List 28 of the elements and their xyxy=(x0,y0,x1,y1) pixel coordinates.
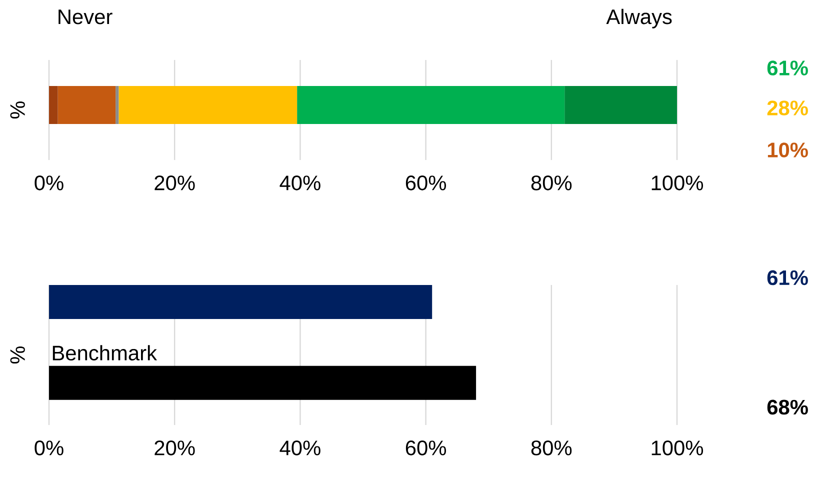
bar xyxy=(297,86,565,124)
text: Always xyxy=(606,8,672,28)
x-tick-label: 40% xyxy=(280,440,320,456)
data-label: 61% xyxy=(767,270,808,286)
x-tick-label: 0% xyxy=(34,176,64,190)
x-tick-label: 60% xyxy=(406,440,446,456)
x-tick-label: 20% xyxy=(154,440,195,456)
x-tick-label: 80% xyxy=(531,176,572,190)
bar xyxy=(564,86,678,124)
bar xyxy=(58,86,116,124)
x-tick-label: 0% xyxy=(34,440,64,456)
y-axis-title: % xyxy=(10,101,25,119)
bar xyxy=(116,86,119,124)
bar xyxy=(118,86,298,124)
text: 61% xyxy=(767,60,808,76)
data-label: 68% xyxy=(767,400,808,415)
x-tick-label: 60% xyxy=(406,176,446,190)
text: Never xyxy=(58,10,112,24)
y-axis-title: % xyxy=(10,346,25,364)
bar xyxy=(49,86,58,124)
text: 28% xyxy=(767,100,808,116)
x-tick-label: 100% xyxy=(652,440,704,456)
y-tick-label: Benchmark xyxy=(52,345,158,360)
x-tick-label: 40% xyxy=(280,176,320,190)
x-tick-label: 20% xyxy=(154,176,195,190)
x-tick-label: 100% xyxy=(652,176,704,190)
x-tick-label: 80% xyxy=(531,440,572,456)
text: 10% xyxy=(768,142,808,158)
